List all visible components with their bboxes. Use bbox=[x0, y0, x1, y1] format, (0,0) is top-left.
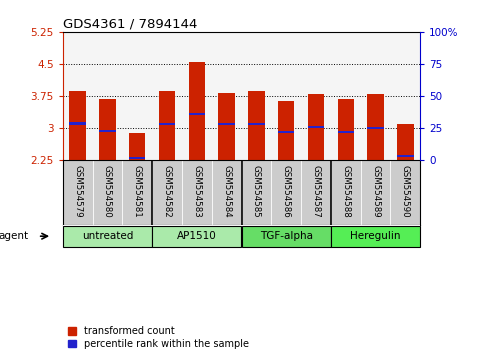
Text: GSM554581: GSM554581 bbox=[133, 165, 142, 217]
Bar bbox=[70, 91, 86, 160]
Bar bbox=[129, 133, 145, 160]
Bar bbox=[159, 91, 175, 160]
Bar bbox=[70, 122, 86, 125]
Bar bbox=[129, 157, 145, 159]
Bar bbox=[159, 123, 175, 125]
Text: TGF-alpha: TGF-alpha bbox=[260, 231, 313, 241]
Text: GSM554585: GSM554585 bbox=[252, 165, 261, 217]
Text: GDS4361 / 7894144: GDS4361 / 7894144 bbox=[63, 18, 197, 31]
Bar bbox=[189, 62, 205, 160]
Bar bbox=[331, 226, 420, 247]
Text: GSM554589: GSM554589 bbox=[371, 165, 380, 217]
Bar bbox=[338, 99, 354, 160]
Text: GSM554587: GSM554587 bbox=[312, 165, 320, 217]
Text: GSM554590: GSM554590 bbox=[401, 165, 410, 217]
Bar bbox=[397, 124, 413, 160]
Text: untreated: untreated bbox=[82, 231, 133, 241]
Bar bbox=[397, 155, 413, 157]
Text: agent: agent bbox=[0, 231, 28, 241]
Bar bbox=[218, 93, 235, 160]
Bar bbox=[63, 226, 152, 247]
Bar bbox=[278, 101, 294, 160]
Bar bbox=[368, 127, 384, 129]
Bar bbox=[99, 130, 115, 132]
Bar bbox=[308, 93, 324, 160]
Bar bbox=[218, 123, 235, 125]
Text: Heregulin: Heregulin bbox=[350, 231, 401, 241]
Bar bbox=[242, 226, 331, 247]
Bar bbox=[99, 99, 115, 160]
Text: GSM554584: GSM554584 bbox=[222, 165, 231, 217]
Text: GSM554580: GSM554580 bbox=[103, 165, 112, 217]
Text: GSM554588: GSM554588 bbox=[341, 165, 350, 217]
Bar bbox=[248, 123, 265, 125]
Text: AP1510: AP1510 bbox=[177, 231, 217, 241]
Bar bbox=[368, 94, 384, 160]
Bar bbox=[308, 126, 324, 128]
Bar bbox=[278, 131, 294, 133]
Bar bbox=[152, 226, 242, 247]
Legend: transformed count, percentile rank within the sample: transformed count, percentile rank withi… bbox=[68, 326, 249, 349]
Text: GSM554582: GSM554582 bbox=[163, 165, 171, 217]
Text: GSM554579: GSM554579 bbox=[73, 165, 82, 217]
Bar bbox=[338, 131, 354, 133]
Text: GSM554586: GSM554586 bbox=[282, 165, 291, 217]
Bar bbox=[248, 91, 265, 160]
Bar bbox=[189, 113, 205, 115]
Text: GSM554583: GSM554583 bbox=[192, 165, 201, 217]
